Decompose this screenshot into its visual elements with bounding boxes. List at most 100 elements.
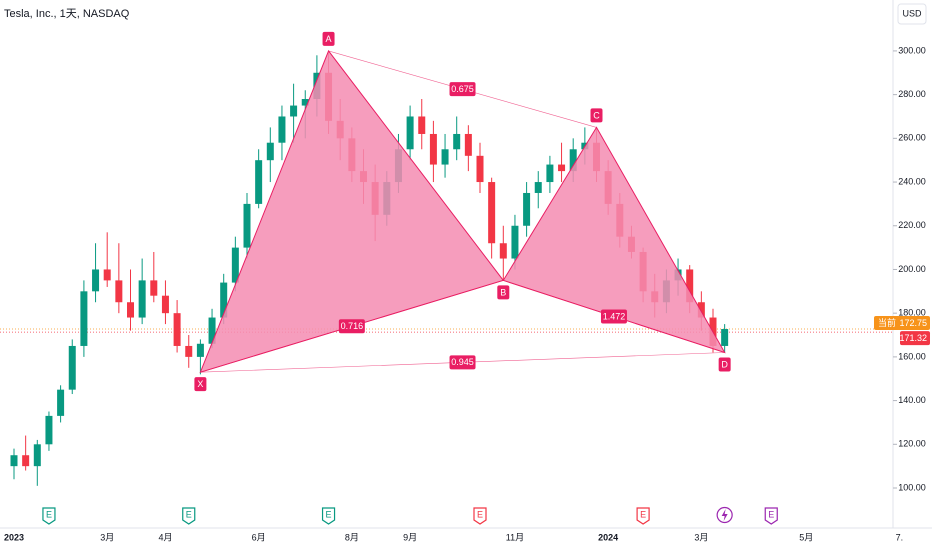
x-tick-label: 11月 — [506, 532, 524, 542]
candle-body — [10, 455, 18, 467]
candle-body — [488, 182, 496, 244]
y-tick-label: 200.00 — [898, 264, 926, 274]
ratio-box — [338, 319, 365, 334]
x-tick-label: 6月 — [252, 532, 266, 542]
candle-body — [255, 160, 263, 204]
currency[interactable]: USD — [902, 8, 922, 18]
candle-body — [546, 164, 554, 183]
y-tick-label: 280.00 — [898, 89, 926, 99]
pattern-point-label: D — [721, 359, 728, 369]
candle-body — [523, 192, 531, 226]
x-tick-label: 8月 — [345, 532, 359, 542]
x-tick-label: 3月 — [100, 532, 114, 542]
event-marker — [473, 507, 487, 525]
candle-body — [278, 116, 286, 143]
candle-body — [418, 116, 426, 134]
event-marker — [764, 507, 778, 525]
ratio-box — [449, 82, 476, 97]
candle-body — [150, 280, 158, 296]
ratio-label: 0.675 — [451, 84, 474, 94]
candle-body — [476, 155, 484, 183]
event-marker — [636, 507, 650, 525]
ratio-label: 1.472 — [603, 311, 626, 321]
ratio-label: 0.716 — [341, 321, 364, 331]
pattern-point-box — [718, 357, 731, 372]
x-tick-label: 7. — [896, 532, 904, 542]
candle-body — [301, 99, 309, 106]
event-marker — [321, 507, 336, 525]
event-label: E — [326, 509, 332, 519]
candle-body — [92, 269, 100, 292]
price-tag-value: 171.32 — [899, 333, 927, 343]
pattern-point-label: B — [500, 287, 506, 297]
candle-body — [185, 345, 193, 357]
price-tag-value: 172.75 — [899, 318, 927, 328]
candle-body — [569, 149, 577, 172]
pattern-point-label: X — [197, 379, 203, 389]
chart-title: Tesla, Inc., 1天, NASDAQ — [4, 8, 130, 20]
price-tag-label: 当前 — [878, 317, 896, 328]
candle-body — [80, 291, 88, 346]
event-label: E — [186, 509, 192, 519]
candle-body — [511, 225, 519, 259]
currency-button[interactable] — [897, 3, 927, 25]
y-tick-label: 120.00 — [898, 439, 926, 449]
candle-body — [464, 133, 472, 156]
candle-body — [499, 243, 507, 259]
price-tag — [874, 316, 930, 331]
pattern-point-box — [497, 285, 510, 300]
ratio-label: 0.945 — [451, 357, 474, 367]
candle-body — [196, 343, 204, 357]
candle-body — [45, 415, 53, 445]
event-label: E — [477, 509, 483, 519]
candle-body — [441, 149, 449, 165]
candle-body — [429, 133, 437, 165]
candle-body — [220, 282, 228, 318]
candle-body — [33, 444, 41, 467]
candle-body — [534, 182, 542, 193]
candle-body — [453, 133, 461, 150]
y-tick-label: 300.00 — [898, 45, 926, 55]
y-tick-label: 100.00 — [898, 482, 926, 492]
x-tick-label: 2023 — [4, 532, 24, 542]
x-tick-label: 5月 — [799, 532, 813, 542]
y-tick-label: 140.00 — [898, 395, 926, 405]
candle-body — [686, 269, 694, 303]
candle-body — [406, 116, 414, 150]
event-label: E — [46, 509, 52, 519]
y-tick-label: 260.00 — [898, 133, 926, 143]
candle-body — [266, 142, 274, 161]
price-tag — [900, 331, 930, 346]
candle-body — [138, 280, 146, 318]
candle-body — [231, 247, 239, 283]
candle-body — [721, 329, 729, 346]
pattern-point-box — [590, 108, 603, 123]
event-icon — [721, 509, 728, 521]
event-label: E — [640, 509, 646, 519]
candle-body — [290, 105, 298, 117]
candle-body — [115, 280, 123, 303]
candle-body — [68, 345, 76, 390]
candle-body — [22, 455, 30, 467]
candle-body — [173, 313, 181, 346]
x-tick-label: 9月 — [403, 532, 417, 542]
ratio-box — [600, 309, 627, 324]
pattern-point-box — [194, 377, 207, 392]
pattern-point-box — [322, 31, 335, 46]
candle-body — [697, 302, 705, 318]
candle-body — [127, 302, 134, 318]
y-tick-label: 220.00 — [898, 220, 926, 230]
event-marker — [42, 507, 56, 525]
pattern-point-label: A — [326, 34, 332, 44]
y-tick-label: 160.00 — [898, 351, 926, 361]
y-tick-label: 240.00 — [898, 176, 926, 186]
event-marker — [182, 507, 196, 525]
pattern-point-label: C — [593, 110, 600, 120]
candle-body — [161, 295, 169, 314]
candle-body — [558, 164, 566, 172]
x-tick-label: 2024 — [598, 532, 618, 542]
event-label: E — [768, 509, 774, 519]
ratio-box — [449, 355, 476, 370]
candle-body — [243, 203, 251, 248]
